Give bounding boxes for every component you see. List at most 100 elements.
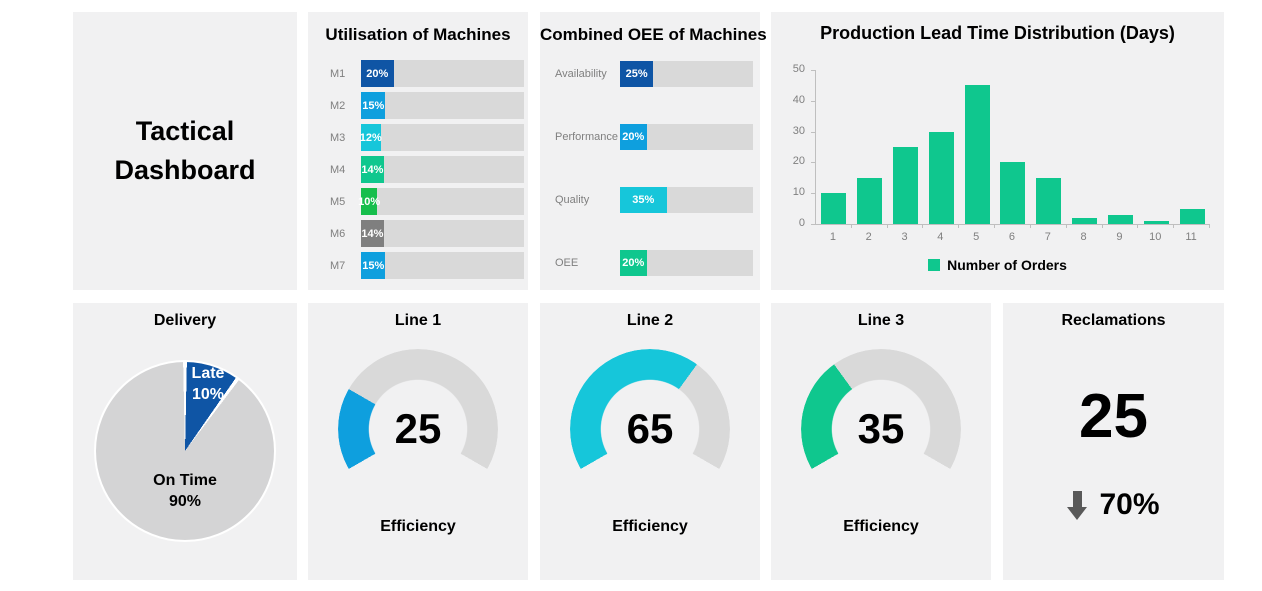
- x-tick-label: 7: [1044, 231, 1051, 243]
- down-arrow-icon: [1067, 490, 1088, 520]
- oee-category-label: Availability: [555, 68, 607, 80]
- lead-time-legend: Number of Orders: [771, 257, 1224, 273]
- reclamations-panel: Reclamations 25 70%: [1003, 303, 1224, 580]
- x-tick-label: 9: [1116, 231, 1123, 243]
- oee-category-label: OEE: [555, 257, 579, 269]
- line2-caption: Efficiency: [612, 518, 688, 535]
- reclamations-value: 25: [1079, 382, 1148, 451]
- utilisation-row: M4 14%: [308, 156, 528, 183]
- utilisation-bar-fill: 15%: [361, 252, 386, 279]
- x-tick-label: 4: [937, 231, 944, 243]
- utilisation-bar-fill: 12%: [359, 124, 382, 151]
- lead-time-bar: [1143, 221, 1169, 224]
- legend-swatch-icon: [928, 259, 941, 271]
- line3-gauge-value: 35: [857, 405, 905, 452]
- oee-bar-fill: 25%: [620, 61, 654, 87]
- lead-time-bar: [1036, 178, 1062, 224]
- oee-row: Performance 20%: [540, 124, 760, 150]
- reclamations-trend: 70%: [1003, 488, 1224, 522]
- pie-ontime-pct: 90%: [168, 492, 202, 510]
- x-tick-mark: [1065, 225, 1067, 228]
- utilisation-category-label: M1: [330, 67, 346, 80]
- oee-bar-fill: 20%: [620, 250, 647, 276]
- pie-late-label: Late 10%: [173, 364, 243, 406]
- y-tick-label: 20: [792, 155, 805, 168]
- utilisation-bar-track: 15%: [361, 92, 524, 119]
- y-tick-label: 40: [792, 93, 805, 106]
- bar-slot: [1103, 215, 1139, 228]
- oee-category-label: Performance: [555, 131, 618, 143]
- utilisation-bar-fill: 14%: [361, 220, 384, 247]
- lead-time-bar: [893, 147, 919, 224]
- lead-time-x-axis: 1 2 3 4 5 6 7 8 9 10 11: [815, 231, 1209, 243]
- y-tick-label: 30: [792, 124, 805, 137]
- utilisation-bar-value-label: 12%: [359, 131, 382, 144]
- x-tick-label: 11: [1185, 231, 1197, 243]
- delivery-panel: Delivery Late 10% On Time 90%: [73, 303, 297, 580]
- oee-bar-value-label: 35%: [632, 194, 655, 206]
- utilisation-category-label: M4: [330, 163, 346, 176]
- title-card-panel: Tactical Dashboard: [73, 12, 297, 290]
- oee-bar-track: 35%: [620, 187, 753, 213]
- reclamations-trend-pct: 70%: [1099, 488, 1160, 521]
- utilisation-row: M1 20%: [308, 60, 528, 87]
- utilisation-row: M6 14%: [308, 220, 528, 247]
- x-tick-mark: [1208, 225, 1210, 228]
- lead-time-bar: [1179, 209, 1205, 224]
- utilisation-bar-track: 20%: [361, 60, 524, 87]
- y-tick-label: 0: [798, 217, 805, 229]
- reclamations-title: Reclamations: [1061, 312, 1166, 329]
- bar-slot: [959, 85, 996, 228]
- utilisation-row: M7 15%: [308, 252, 528, 279]
- bar-slot: [1174, 209, 1210, 228]
- x-tick-mark: [1101, 225, 1103, 228]
- line2-gauge-value: 65: [626, 405, 674, 452]
- oee-bar-track: 25%: [620, 61, 753, 87]
- oee-row: Availability 25%: [540, 61, 760, 87]
- lead-time-bar: [821, 193, 847, 224]
- lead-time-panel: Production Lead Time Distribution (Days)…: [771, 12, 1224, 290]
- x-tick-mark: [1173, 225, 1175, 228]
- gauge-ring: [570, 349, 730, 509]
- line1-gauge: 25: [338, 349, 498, 509]
- y-tick-mark: [811, 100, 815, 102]
- pie-ontime-name: On Time: [153, 472, 217, 489]
- utilisation-bar-value-label: 14%: [361, 227, 384, 240]
- lead-time-bar: [1107, 215, 1133, 224]
- utilisation-bar-fill: 10%: [358, 188, 381, 215]
- x-tick-mark: [886, 225, 888, 228]
- x-tick-label: 3: [901, 231, 908, 243]
- line3-caption: Efficiency: [843, 518, 919, 535]
- utilisation-category-label: M7: [330, 259, 346, 272]
- line1-gauge-value: 25: [394, 405, 442, 452]
- utilisation-bar-value-label: 20%: [366, 67, 389, 80]
- bar-slot: [816, 193, 852, 228]
- utilisation-bar-chart: M1 20% M2 15% M3 12% M4 14% M5 10% M6 14% M7 15%: [308, 60, 528, 284]
- utilisation-bar-track: 14%: [361, 220, 524, 247]
- line3-gauge: 35: [801, 349, 961, 509]
- utilisation-category-label: M5: [330, 195, 346, 208]
- x-tick-mark: [850, 225, 852, 228]
- utilisation-bar-fill: 14%: [361, 156, 384, 183]
- delivery-title: Delivery: [153, 312, 217, 329]
- line1-panel: Line 1 25 Efficiency: [308, 303, 528, 580]
- x-tick-mark: [994, 225, 996, 228]
- delivery-pie-chart: [94, 360, 276, 542]
- y-tick-mark: [811, 131, 815, 133]
- utilisation-category-label: M3: [330, 131, 346, 144]
- line3-title: Line 3: [857, 312, 905, 329]
- bar-slot: [923, 132, 960, 228]
- utilisation-bar-track: 14%: [361, 156, 524, 183]
- gauge-ring: [338, 349, 498, 509]
- oee-bar-track: 20%: [620, 250, 753, 276]
- lead-time-bar: [1000, 162, 1026, 224]
- x-tick-mark: [958, 225, 960, 228]
- oee-bar-value-label: 20%: [622, 257, 645, 269]
- utilisation-bar-value-label: 15%: [362, 259, 385, 272]
- utilisation-bar-value-label: 10%: [358, 195, 381, 208]
- bar-slot: [1067, 218, 1103, 228]
- oee-bar-fill: 35%: [620, 187, 667, 213]
- x-tick-mark: [1029, 225, 1031, 228]
- y-tick-mark: [811, 224, 815, 225]
- x-tick-label: 2: [865, 231, 872, 243]
